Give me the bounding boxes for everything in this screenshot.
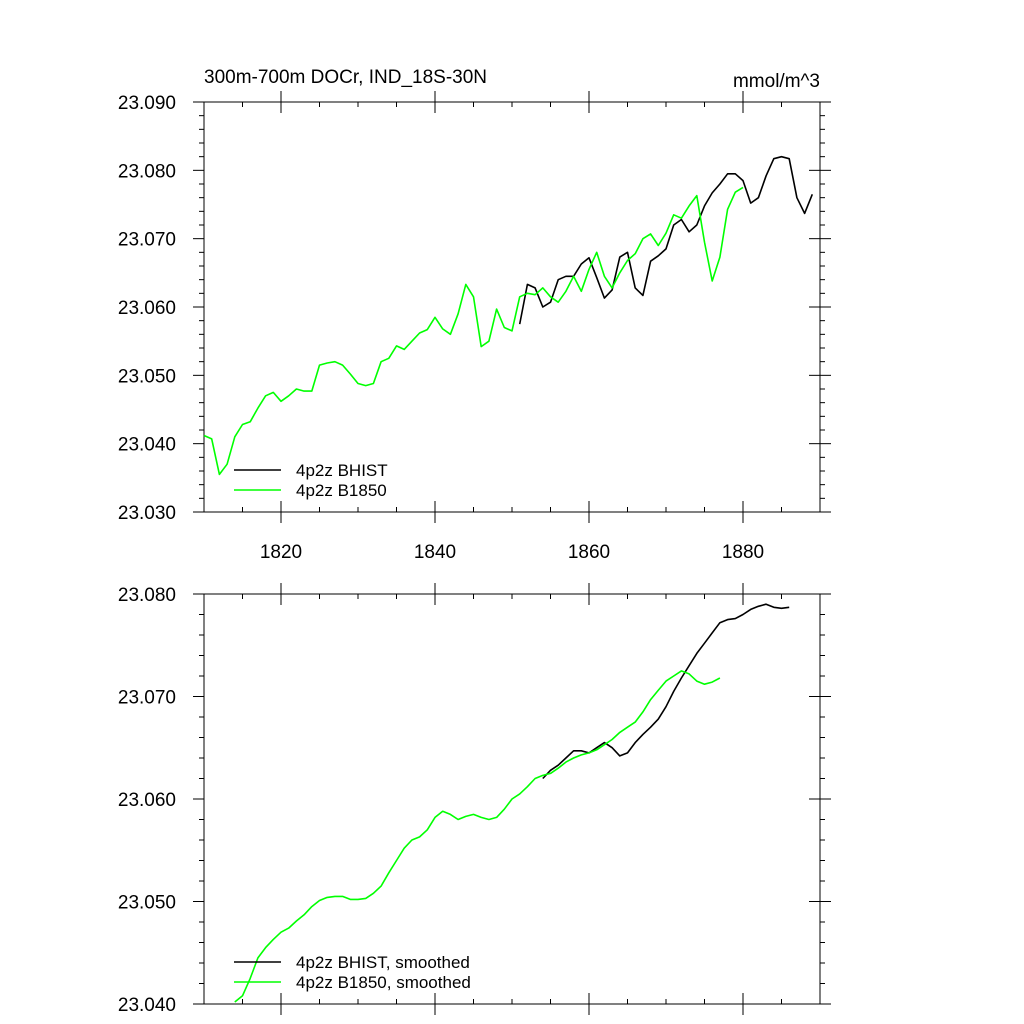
top-y-tick-label: 23.090 — [118, 93, 176, 114]
bottom-y-tick-label: 23.080 — [118, 585, 176, 606]
bottom-y-tick-label: 23.040 — [118, 995, 176, 1016]
top-y-tick-labels: 23.030 23.040 23.050 23.060 23.070 23.080 23.0… — [118, 93, 176, 524]
top-chart-title: 300m-700m DOCr, IND_18S-30N — [204, 67, 487, 88]
top-y-tick-label: 23.060 — [118, 298, 176, 319]
bottom-chart: 23.040 23.050 23.060 23.070 23.080 4p2z BHIS… — [118, 583, 831, 1016]
bottom-legend-label-b1850: 4p2z B1850, smoothed — [296, 973, 471, 992]
bottom-series-lines — [234, 603, 790, 1003]
top-x-tick-label: 1880 — [722, 542, 764, 563]
top-series-line-bhist — [518, 155, 814, 325]
top-x-tick-label: 1840 — [414, 542, 456, 563]
bottom-y-tick-label: 23.070 — [118, 688, 176, 709]
top-y-tick-label: 23.050 — [118, 366, 176, 387]
top-ticks — [193, 91, 831, 523]
bottom-legend-label-bhist: 4p2z BHIST, smoothed — [296, 953, 470, 972]
top-x-tick-labels: 1820 1840 1860 1880 — [260, 542, 764, 563]
bottom-y-tick-labels: 23.040 23.050 23.060 23.070 23.080 — [118, 585, 176, 1016]
top-y-tick-label: 23.030 — [118, 503, 176, 524]
top-legend: 4p2z BHIST 4p2z B1850 — [234, 461, 388, 500]
top-y-tick-label: 23.070 — [118, 230, 176, 251]
bottom-y-tick-label: 23.050 — [118, 893, 176, 914]
top-legend-label-bhist: 4p2z BHIST — [296, 461, 388, 480]
top-plot-frame — [203, 101, 821, 513]
bottom-series-line-b1850 — [234, 670, 721, 1003]
bottom-ticks — [193, 583, 831, 1015]
bottom-y-tick-label: 23.060 — [118, 790, 176, 811]
top-chart-units: mmol/m^3 — [733, 71, 820, 92]
top-y-tick-label: 23.040 — [118, 435, 176, 456]
top-x-tick-label: 1860 — [568, 542, 610, 563]
bottom-legend: 4p2z BHIST, smoothed 4p2z B1850, smoothe… — [234, 953, 471, 992]
top-series-line-b1850 — [203, 186, 744, 476]
top-series-lines — [203, 155, 814, 476]
bottom-series-line-bhist — [542, 603, 790, 780]
top-y-tick-label: 23.080 — [118, 161, 176, 182]
top-legend-label-b1850: 4p2z B1850 — [296, 481, 387, 500]
top-x-tick-label: 1820 — [260, 542, 302, 563]
top-chart: 300m-700m DOCr, IND_18S-30N mmol/m^3 23.… — [118, 67, 831, 563]
